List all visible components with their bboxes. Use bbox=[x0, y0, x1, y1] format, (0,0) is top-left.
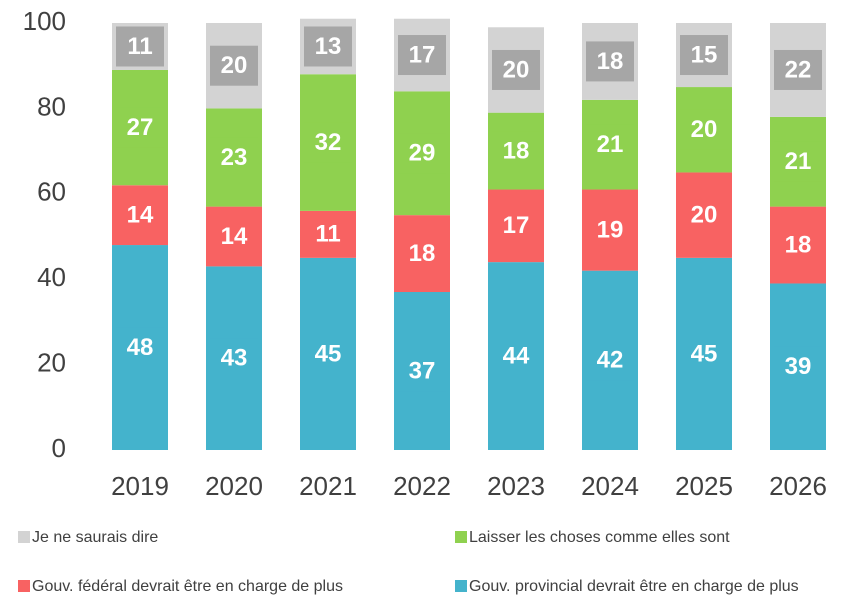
value-label-box bbox=[398, 133, 446, 174]
legend-label: Gouv. fédéral devrait être en charge de … bbox=[32, 578, 343, 595]
value-label: 20 bbox=[503, 56, 530, 83]
value-label-box bbox=[680, 109, 728, 150]
value-label-box bbox=[116, 327, 164, 368]
value-label: 42 bbox=[597, 347, 624, 374]
x-tick-label: 2020 bbox=[205, 471, 263, 501]
y-tick-label: 60 bbox=[37, 177, 66, 207]
legend-swatch bbox=[455, 531, 467, 543]
value-label-box bbox=[680, 35, 728, 76]
legend-swatch bbox=[18, 580, 30, 592]
x-tick-label: 2024 bbox=[581, 471, 639, 501]
y-tick-label: 0 bbox=[52, 433, 66, 463]
value-label-box bbox=[304, 214, 352, 255]
value-label: 45 bbox=[315, 340, 342, 367]
x-tick-label: 2025 bbox=[675, 471, 733, 501]
value-label-box bbox=[116, 26, 164, 67]
value-label: 43 bbox=[221, 345, 248, 372]
value-label: 20 bbox=[691, 116, 718, 143]
value-label-box bbox=[774, 49, 822, 90]
value-label: 20 bbox=[691, 201, 718, 228]
value-label-box bbox=[398, 351, 446, 392]
value-label: 19 bbox=[597, 216, 624, 243]
y-tick-label: 40 bbox=[37, 262, 66, 292]
value-label-box bbox=[680, 195, 728, 236]
value-label: 48 bbox=[127, 334, 154, 361]
value-label: 20 bbox=[221, 52, 248, 79]
y-tick-label: 80 bbox=[37, 91, 66, 121]
value-label: 14 bbox=[127, 201, 154, 228]
y-tick-label: 100 bbox=[23, 6, 66, 36]
value-label: 22 bbox=[785, 56, 812, 83]
value-label-box bbox=[398, 233, 446, 274]
value-label: 11 bbox=[315, 221, 340, 248]
value-label: 27 bbox=[127, 114, 154, 141]
value-label-box bbox=[680, 333, 728, 374]
value-label: 29 bbox=[409, 140, 436, 167]
legend-label: Laisser les choses comme elles sont bbox=[469, 529, 730, 546]
value-label-box bbox=[210, 45, 258, 86]
value-label: 17 bbox=[409, 41, 436, 68]
value-label-box bbox=[586, 210, 634, 251]
legend-label: Gouv. provincial devrait être en charge … bbox=[469, 578, 799, 595]
x-tick-label: 2019 bbox=[111, 471, 169, 501]
value-label: 23 bbox=[221, 144, 248, 171]
x-tick-label: 2022 bbox=[393, 471, 451, 501]
value-label: 18 bbox=[503, 137, 530, 164]
value-label-box bbox=[116, 195, 164, 236]
value-label-box bbox=[210, 137, 258, 178]
value-label-box bbox=[304, 333, 352, 374]
value-label: 45 bbox=[691, 340, 718, 367]
value-label: 21 bbox=[785, 148, 812, 175]
value-label-box bbox=[586, 124, 634, 165]
value-label-box bbox=[492, 131, 540, 172]
value-label: 44 bbox=[503, 342, 530, 369]
x-tick-label: 2021 bbox=[299, 471, 357, 501]
value-label: 14 bbox=[221, 223, 248, 250]
value-label-box bbox=[774, 141, 822, 182]
value-label-box bbox=[210, 216, 258, 257]
y-tick-label: 20 bbox=[37, 347, 66, 377]
value-label-box bbox=[398, 35, 446, 76]
value-label-box bbox=[492, 205, 540, 246]
legend-label: Je ne saurais dire bbox=[32, 529, 158, 546]
value-label: 21 bbox=[597, 131, 624, 158]
value-label-box bbox=[586, 41, 634, 82]
value-label: 18 bbox=[597, 48, 624, 75]
legend-swatch bbox=[455, 580, 467, 592]
value-label: 32 bbox=[315, 129, 342, 156]
value-label: 15 bbox=[691, 41, 718, 68]
value-label: 18 bbox=[785, 231, 812, 258]
value-label: 18 bbox=[409, 240, 436, 267]
value-label: 13 bbox=[315, 33, 342, 60]
value-label: 17 bbox=[503, 212, 530, 239]
legend-swatch bbox=[18, 531, 30, 543]
value-label-box bbox=[210, 338, 258, 379]
value-label: 11 bbox=[127, 33, 152, 60]
x-tick-label: 2023 bbox=[487, 471, 545, 501]
value-label-box bbox=[116, 107, 164, 148]
value-label-box bbox=[492, 49, 540, 90]
value-label-box bbox=[774, 346, 822, 387]
value-label-box bbox=[304, 26, 352, 67]
value-label-box bbox=[586, 340, 634, 381]
value-label-box bbox=[774, 225, 822, 266]
value-label-box bbox=[492, 336, 540, 377]
value-label-box bbox=[304, 122, 352, 163]
value-label: 39 bbox=[785, 353, 812, 380]
x-tick-label: 2026 bbox=[769, 471, 827, 501]
value-label: 37 bbox=[409, 357, 436, 384]
